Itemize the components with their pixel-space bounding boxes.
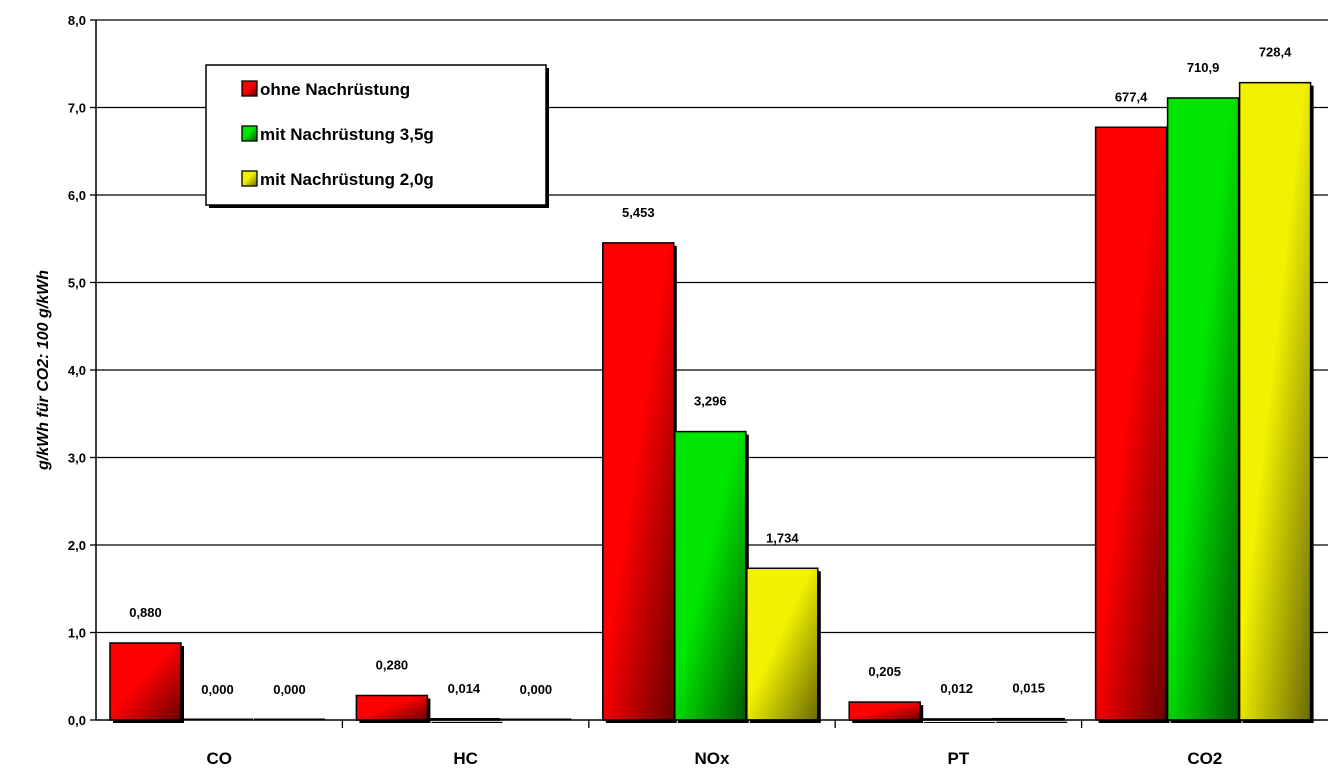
y-tick-label: 7,0	[68, 101, 86, 116]
x-tick-label: CO2	[1187, 749, 1222, 768]
y-axis-label: g/kWh für CO2: 100 g/kWh	[35, 270, 52, 471]
bar	[355, 694, 429, 721]
y-tick-label: 8,0	[68, 13, 86, 28]
legend: ohne Nachrüstung mit Nachrüstung 3,5g mit …	[205, 64, 549, 208]
y-tick-label: 6,0	[68, 188, 86, 203]
legend-swatch	[241, 80, 258, 97]
data-label: 0,000	[273, 682, 306, 697]
data-label: 0,280	[376, 658, 409, 673]
data-labels: 0,880 0,000 0,000 0,280 0,014 0,000 5,453 3,296…	[129, 45, 1292, 697]
data-label: 728,4	[1259, 45, 1292, 60]
bar	[1094, 126, 1168, 721]
data-label: 0,205	[868, 664, 901, 679]
data-label: 677,4	[1115, 89, 1148, 104]
y-tick-label: 1,0	[68, 626, 86, 641]
y-tick-label: 2,0	[68, 538, 86, 553]
data-label: 0,880	[129, 605, 162, 620]
legend-label: ohne Nachrüstung	[260, 80, 410, 99]
y-tick-label: 0,0	[68, 713, 86, 728]
bar	[746, 567, 819, 721]
bar	[1166, 97, 1240, 721]
legend-label: mit Nachrüstung 2,0g	[260, 170, 434, 189]
y-tick-label: 3,0	[68, 451, 86, 466]
bar	[602, 242, 675, 721]
bars	[109, 81, 1314, 724]
data-label: 5,453	[622, 205, 655, 220]
bar	[1238, 81, 1312, 721]
x-tick-label: HC	[453, 749, 478, 768]
x-tick-label: NOx	[695, 749, 731, 768]
bar	[109, 642, 182, 721]
legend-swatch	[241, 170, 258, 187]
y-tick-label: 4,0	[68, 363, 86, 378]
bar	[848, 701, 921, 721]
data-label: 710,9	[1187, 60, 1220, 75]
legend-box	[205, 64, 547, 206]
legend-label: mit Nachrüstung 3,5g	[260, 125, 434, 144]
legend-swatch	[241, 125, 258, 142]
data-label: 0,000	[520, 682, 553, 697]
data-label: 3,296	[694, 394, 727, 409]
data-label: 0,015	[1012, 681, 1045, 696]
y-tick-label: 5,0	[68, 276, 86, 291]
data-label: 0,012	[940, 681, 973, 696]
data-label: 1,734	[766, 530, 799, 545]
axes: 0,0 1,0 2,0 3,0 4,0 5,0 6,0 7,0 8,0 CO HC NOx PT CO2	[68, 13, 1328, 768]
x-tick-label: CO	[206, 749, 232, 768]
x-tick-label: PT	[948, 749, 970, 768]
bar	[674, 430, 747, 721]
data-label: 0,000	[201, 682, 234, 697]
data-label: 0,014	[448, 681, 481, 696]
